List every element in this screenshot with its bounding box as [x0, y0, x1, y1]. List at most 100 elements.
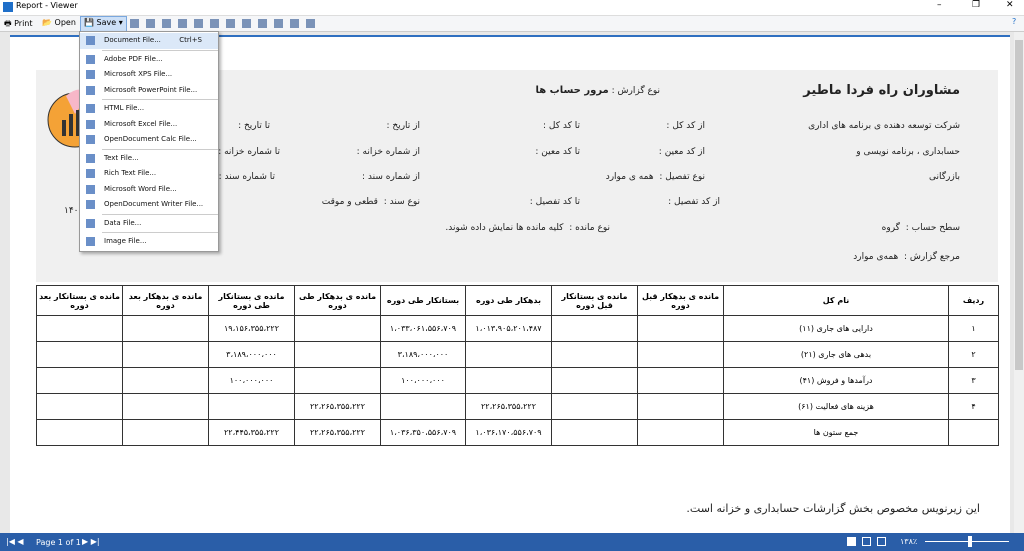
toolbar: 🖶 Print 📂 Open 💾 Save ▾ ? [0, 16, 1024, 34]
print-button[interactable]: 🖶 Print [4, 19, 33, 28]
title-bar: Report - Viewer – ❐ ✕ [0, 0, 1024, 16]
menu-item[interactable]: Rich Text File... [80, 166, 218, 182]
table-cell [637, 315, 724, 342]
table-cell [551, 315, 638, 342]
maximize[interactable]: ❐ [972, 0, 981, 10]
table-cell [122, 341, 209, 368]
field-label: از شماره خزانه : [356, 147, 420, 157]
menu-item[interactable]: Microsoft Word File... [80, 182, 218, 198]
menu-item[interactable]: Microsoft Excel File... [80, 117, 218, 133]
table-cell: ۲۲،۲۶۵،۳۵۵،۲۲۲ [294, 393, 381, 420]
close[interactable]: ✕ [1006, 0, 1014, 10]
table-row: ۱ دارایی های جاری (۱۱) ۱،۰۱۳،۹۰۵،۲۰۱،۴۸۷ ۱… [36, 315, 999, 342]
field-label: تا کد کل : [543, 121, 580, 131]
menu-item[interactable]: OpenDocument Writer File... [80, 197, 218, 213]
menu-item[interactable]: Microsoft PowerPoint File... [80, 83, 218, 99]
table-cell [637, 341, 724, 368]
column-header: مانده ی بدهکار طی دوره [294, 285, 381, 316]
help[interactable]: ? [1012, 17, 1017, 26]
menu-item[interactable]: Image File... [80, 234, 218, 250]
label: نوع گزارش : [611, 86, 660, 96]
table-cell [294, 315, 381, 342]
menu-label: Image File... [104, 237, 147, 245]
nav-buttons[interactable]: ▶ ▶| [82, 537, 100, 546]
company-desc: بازرگانی [929, 172, 960, 182]
header-field: از کد معین : [659, 147, 705, 157]
menu-label: Document File... [104, 36, 161, 44]
header-field: از شماره سند : [362, 172, 420, 182]
table-cell [122, 315, 209, 342]
field-value: همه‌ی موارد [853, 252, 899, 262]
header-field: مرجع گزارش : همه‌ی موارد [853, 252, 960, 262]
zoom-slider[interactable] [925, 541, 1009, 542]
table-cell: ۳ [948, 367, 999, 394]
menu-item[interactable]: OpenDocument Calc File... [80, 132, 218, 148]
menu-icon [86, 153, 95, 163]
menu-icon [86, 119, 95, 129]
menu-item[interactable]: HTML File... [80, 101, 218, 117]
menu-item[interactable]: Adobe PDF File... [80, 52, 218, 68]
menu-shortcut: Ctrl+S [179, 36, 202, 44]
menu-item[interactable]: Microsoft XPS File... [80, 67, 218, 83]
field-label: نوع تفصیل : [659, 172, 705, 182]
menu-label: HTML File... [104, 104, 145, 112]
table-row: جمع ستون ها ۱،۰۳۶،۱۷۰،۵۵۶،۷۰۹ ۱،۰۳۶،۳۵۰،۵… [36, 419, 999, 446]
table-cell [380, 393, 466, 420]
menu-item[interactable]: Document File... Ctrl+S [80, 33, 218, 49]
field-label: تا شماره سند : [218, 172, 275, 182]
table-row: ۳ درآمدها و فروش (۴۱) ۱۰۰،۰۰۰،۰۰۰ ۱۰۰،۰۰۰… [36, 367, 999, 394]
field-value: همه ی موارد [605, 172, 654, 182]
view-button[interactable] [862, 537, 871, 546]
menu-icon [86, 135, 95, 144]
field-value: کلیه مانده ها نمایش داده شوند. [445, 223, 564, 233]
header-field: تا کد کل : [543, 121, 580, 131]
header-field: تا شماره خزانه : [218, 147, 280, 157]
company-name: مشاوران راه فردا ماطیر [803, 83, 960, 98]
column-header: مانده ی بستانکار بعد دوره [36, 285, 123, 316]
table-cell [294, 341, 381, 368]
header-field: از کد کل : [666, 121, 705, 131]
menu-label: Data File... [104, 218, 142, 227]
open-button[interactable]: 📂 Open [42, 18, 76, 27]
header-field: تا شماره سند : [219, 172, 275, 182]
header-field: تا کد معین : [535, 147, 580, 157]
scrollbar[interactable] [1014, 32, 1024, 533]
company-desc: حسابداری ، برنامه نویسی و [856, 147, 960, 157]
field-value: قطعی و موقت [321, 197, 378, 207]
table-cell: ۳،۱۸۹،۰۰۰،۰۰۰ [380, 341, 466, 368]
nav-buttons[interactable]: |◀ ◀ [6, 537, 24, 546]
menu-item[interactable]: Data File... [80, 216, 218, 232]
menu-separator [102, 99, 218, 100]
company-desc: شرکت توسعه دهنده ی برنامه های اداری [808, 121, 960, 131]
table-cell: ۱،۰۳۳،۰۶۱،۵۵۶،۷۰۹ [380, 315, 466, 342]
status-bar: |◀ ◀ Page 1 of 1 ▶ ▶| ۱۳۸٪ [0, 533, 1024, 551]
table-cell: ۲۲،۲۶۵،۳۵۵،۲۲۲ [465, 393, 552, 420]
table-cell [36, 419, 123, 446]
label: Save [96, 18, 117, 27]
report-footer: این زیرنویس مخصوص بخش گزارشات حسابداری و… [686, 502, 980, 515]
field-label: مرجع گزارش : [904, 252, 960, 262]
header-row: ردیف نام کل مانده ی بدهکار قبل دوره مانده ی… [36, 285, 999, 316]
view-button[interactable] [877, 537, 886, 546]
toolbar-icons[interactable] [130, 19, 320, 28]
view-button[interactable] [847, 537, 856, 546]
report-table: ردیف نام کل مانده ی بدهکار قبل دوره مانده ی… [36, 285, 999, 446]
header-field: از کد تفصیل : [668, 197, 720, 207]
menu-icon [86, 200, 95, 209]
column-header: بدهکار طی دوره [465, 285, 552, 316]
menu-icon [86, 85, 95, 95]
table-cell: بدهی های جاری (۲۱) [723, 341, 949, 368]
field-label: از شماره سند : [362, 172, 420, 182]
menu-item[interactable]: Text File... [80, 151, 218, 167]
zoom-thumb[interactable] [968, 536, 972, 547]
minimize[interactable]: – [937, 0, 942, 10]
table-cell [551, 341, 638, 368]
table-cell [122, 419, 209, 446]
field-label: تا تاریخ : [238, 121, 270, 131]
header-field: نوع مانده : کلیه مانده ها نمایش داده شون… [445, 223, 610, 233]
menu-separator [102, 213, 218, 215]
header-field: نوع سند : قطعی و موقت [322, 197, 420, 207]
table-cell [294, 367, 381, 394]
field-label: از کد کل : [666, 121, 705, 131]
